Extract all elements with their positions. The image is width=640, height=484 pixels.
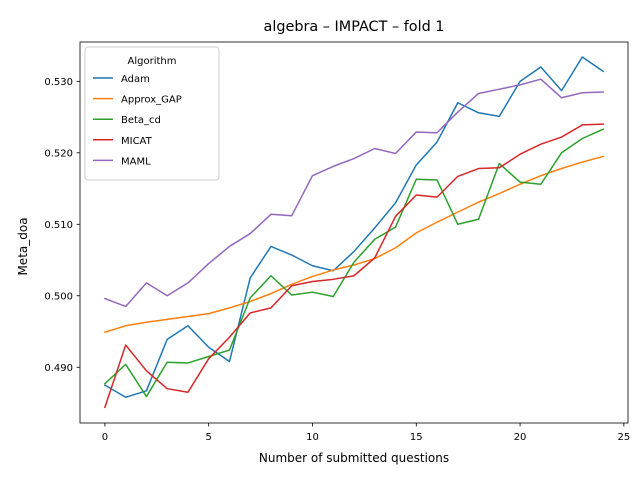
y-tick-label: 0.500	[44, 291, 73, 302]
x-tick-label: 20	[514, 432, 527, 443]
plot-area: 0 5 10 15 20 25 0.490 0.500 0.510 0.520 0.530	[44, 41, 630, 443]
axes-frame	[79, 41, 629, 424]
x-tick-label: 5	[206, 432, 212, 443]
x-tick-label: 0	[102, 432, 108, 443]
y-tick-label: 0.520	[44, 148, 73, 159]
legend-box	[84, 46, 220, 181]
series-line-approx-gap	[103, 155, 605, 334]
y-axis-label: Meta_doa	[16, 217, 30, 275]
y-tick-label: 0.530	[44, 77, 73, 88]
legend-label: Adam	[121, 74, 150, 85]
legend-label: MAML	[121, 156, 151, 167]
chart-title: algebra – IMPACT – fold 1	[264, 19, 445, 35]
legend-label: Approx_GAP	[121, 95, 182, 106]
legend-title: Algorithm	[128, 56, 177, 67]
series-line-maml	[103, 78, 604, 308]
legend: Algorithm Adam Approx_GAP Beta_cd MICAT MAML	[84, 46, 220, 181]
series-line-adam	[103, 56, 605, 399]
x-tick-label: 15	[410, 432, 423, 443]
x-tick-label: 10	[306, 432, 319, 443]
y-tick-label: 0.510	[44, 220, 73, 231]
legend-label: MICAT	[121, 136, 153, 147]
x-axis-label: Number of submitted questions	[259, 451, 449, 465]
series-line-micat	[103, 123, 604, 409]
series-line-beta-cd	[103, 128, 605, 398]
y-tick-label: 0.490	[44, 363, 73, 374]
x-tick-label: 25	[617, 432, 630, 443]
legend-label: Beta_cd	[121, 115, 161, 126]
